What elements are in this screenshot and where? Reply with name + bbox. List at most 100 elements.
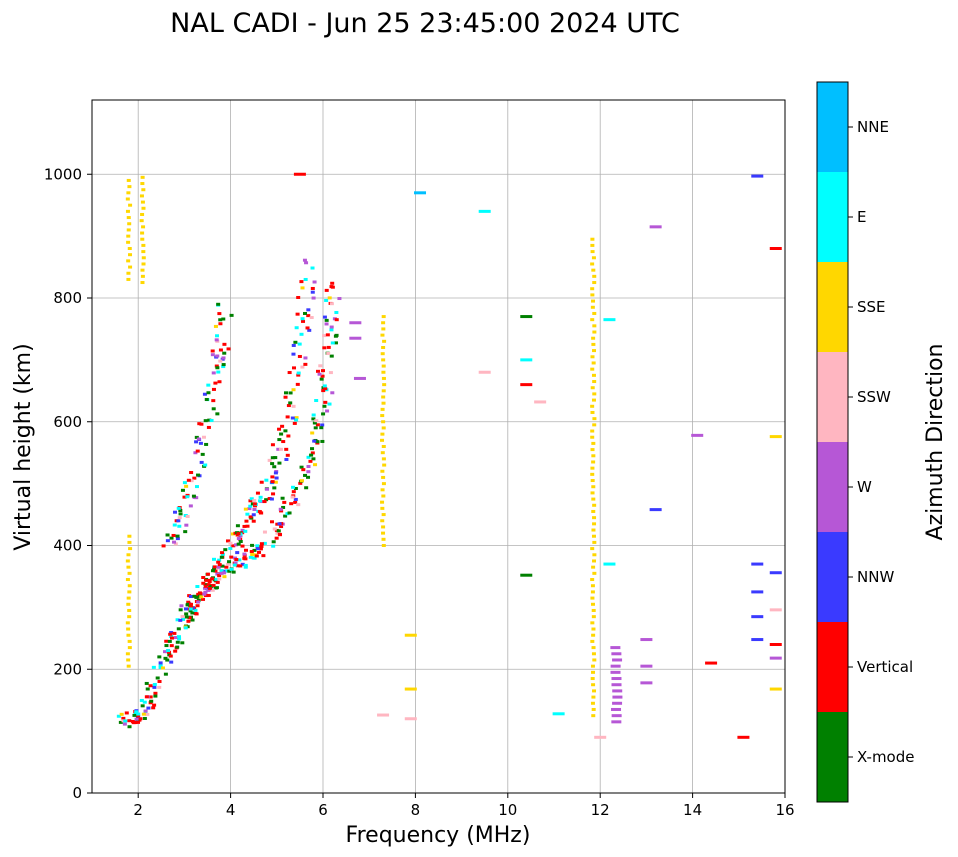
data-point: [290, 416, 295, 420]
x-tick-label: 14: [683, 801, 702, 819]
colorbar-tick-label: Vertical: [857, 658, 913, 676]
data-point: [190, 618, 195, 622]
data-point: [612, 701, 623, 705]
data-point: [127, 608, 132, 612]
data-point: [299, 280, 304, 284]
data-point: [590, 237, 595, 241]
data-point: [126, 565, 131, 569]
data-point: [380, 407, 385, 411]
data-point: [251, 519, 256, 523]
y-tick-label: 0: [72, 784, 82, 802]
data-point: [210, 353, 215, 357]
data-point: [216, 560, 221, 564]
data-point: [552, 712, 565, 716]
data-point: [275, 531, 280, 535]
data-point: [140, 231, 145, 235]
data-point: [381, 482, 386, 486]
data-point: [321, 412, 326, 416]
data-point: [235, 564, 240, 568]
data-point: [247, 507, 252, 511]
data-point: [211, 371, 216, 375]
data-point: [279, 525, 284, 529]
data-point: [751, 638, 764, 642]
data-point: [221, 317, 226, 321]
data-point: [298, 481, 303, 485]
data-point: [155, 676, 160, 680]
data-point: [191, 494, 196, 498]
data-point: [610, 646, 621, 650]
data-point: [303, 277, 308, 281]
data-point: [381, 364, 386, 368]
data-point: [591, 695, 596, 699]
data-point: [139, 698, 144, 702]
data-point: [534, 400, 547, 404]
data-point: [160, 666, 165, 670]
colorbar-frame: [816, 81, 849, 803]
data-point: [220, 551, 225, 555]
data-point: [238, 564, 243, 568]
data-point: [262, 530, 267, 534]
data-point: [236, 537, 241, 541]
data-point: [189, 605, 194, 609]
data-point: [324, 288, 329, 292]
data-point: [611, 714, 622, 718]
data-point: [381, 457, 386, 461]
colorbar-segment: [817, 262, 848, 352]
data-point: [303, 311, 308, 315]
data-point: [176, 627, 181, 631]
data-point: [175, 640, 180, 644]
data-point: [314, 419, 319, 423]
data-point: [222, 575, 227, 579]
data-point: [590, 547, 595, 551]
data-point: [127, 725, 132, 729]
colorbar-tick-label: SSE: [857, 298, 886, 316]
data-point: [232, 563, 237, 567]
data-point: [327, 402, 332, 406]
data-point: [189, 479, 194, 483]
data-point: [225, 569, 230, 573]
data-point: [219, 571, 224, 575]
data-point: [380, 469, 385, 473]
data-point: [157, 655, 162, 659]
data-point: [278, 447, 283, 451]
data-point: [172, 631, 177, 635]
data-point: [127, 615, 132, 619]
data-point: [252, 507, 257, 511]
data-point: [310, 290, 315, 294]
data-point: [236, 532, 241, 536]
data-point: [243, 563, 248, 567]
data-point: [161, 544, 166, 548]
data-point: [283, 395, 288, 399]
data-point: [310, 447, 315, 451]
data-point: [751, 615, 764, 619]
data-point: [221, 363, 226, 367]
data-point: [136, 720, 141, 724]
data-point: [144, 681, 149, 685]
data-point: [295, 382, 300, 386]
data-point: [168, 632, 173, 636]
data-point: [269, 497, 274, 501]
colorbar-tick-label: NNE: [857, 118, 889, 136]
data-point: [176, 506, 181, 510]
data-point: [214, 586, 219, 590]
data-point: [125, 559, 130, 563]
data-point: [168, 654, 173, 658]
data-point: [186, 602, 191, 606]
data-point: [210, 349, 215, 353]
x-tick-label: 10: [498, 801, 517, 819]
data-point: [590, 479, 595, 483]
data-point: [180, 641, 185, 645]
data-point: [243, 507, 248, 511]
data-point: [216, 370, 221, 374]
data-point: [291, 388, 296, 392]
data-point: [140, 281, 145, 285]
data-point: [173, 636, 178, 640]
data-point: [127, 222, 132, 226]
data-point: [381, 426, 386, 430]
data-point: [248, 515, 253, 519]
data-point: [192, 476, 197, 480]
data-point: [126, 259, 131, 263]
data-point: [163, 672, 168, 676]
data-point: [323, 400, 328, 404]
data-point: [141, 712, 146, 716]
